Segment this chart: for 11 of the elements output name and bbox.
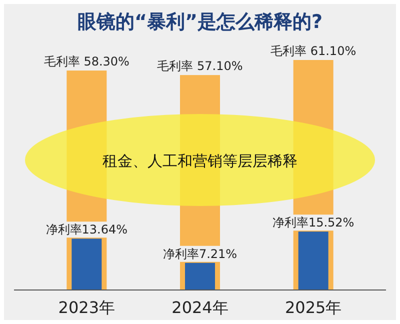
x-tick-label: 2025年 (284, 298, 342, 317)
chart-title: 眼镜的“暴利”是怎么稀释的? (78, 11, 322, 33)
data-label: 毛利率 57.10% (157, 59, 243, 74)
data-label: 净利率13.64% (46, 222, 128, 237)
data-label: 净利率7.21% (162, 246, 238, 261)
annotation: 租金、人工和营销等层层稀释 (102, 152, 298, 170)
x-tick-label: 2023年 (58, 298, 116, 317)
x-tick-label: 2024年 (172, 298, 228, 317)
data-label: 净利率15.52% (272, 216, 354, 230)
data-label: 毛利率 61.10% (270, 44, 356, 58)
data-label: 毛利率 58.30% (44, 54, 130, 69)
